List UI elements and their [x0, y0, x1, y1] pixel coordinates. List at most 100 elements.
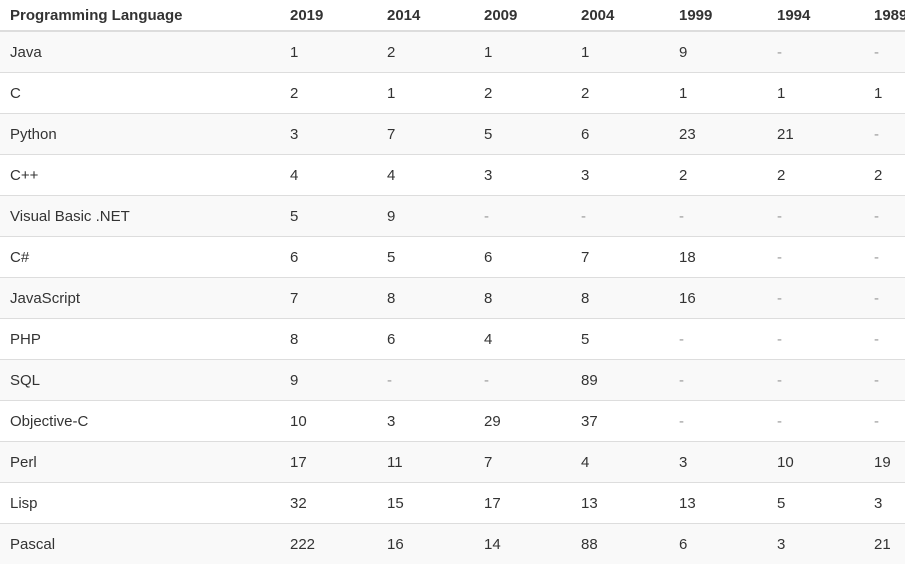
rank-cell: 9 [280, 359, 377, 401]
rank-cell: 5 [767, 482, 864, 524]
table-row: C# 6 5 6 7 18- - [0, 236, 905, 278]
rank-cell: 8 [474, 277, 571, 319]
language-cell: JavaScript [0, 277, 280, 319]
table-row: Pascal 222 16 14 88 6 3 21 [0, 523, 905, 564]
rank-cell: 1 [571, 30, 669, 73]
rank-cell: - [864, 277, 905, 319]
rank-cell: 2 [280, 72, 377, 114]
language-cell: SQL [0, 359, 280, 401]
rank-cell: 10 [280, 400, 377, 442]
rank-cell: 1 [669, 72, 767, 114]
rank-cell: 2 [767, 154, 864, 196]
table-body: Java 1 2 1 1 9- - C 2 1 2 2 1 1 1 Python 3 7 5 6 23 21- C++ 4 4 3… [0, 30, 905, 564]
rank-cell: - [571, 195, 669, 237]
table-row: Python 3 7 5 6 23 21- [0, 113, 905, 155]
rank-cell: 2 [377, 30, 474, 73]
rank-cell: - [767, 359, 864, 401]
rank-cell: 3 [571, 154, 669, 196]
rank-cell: 7 [280, 277, 377, 319]
rank-cell: - [864, 236, 905, 278]
header-cell: 1999 [669, 0, 767, 32]
language-cell: Lisp [0, 482, 280, 524]
rank-cell: 13 [571, 482, 669, 524]
rank-cell: 15 [377, 482, 474, 524]
rank-cell: - [864, 113, 905, 155]
rank-cell: - [864, 30, 905, 73]
table-row: SQL 9- -89- - - [0, 359, 905, 401]
language-cell: Perl [0, 441, 280, 483]
rank-cell: 21 [767, 113, 864, 155]
rank-cell: - [767, 318, 864, 360]
rank-cell: 3 [377, 400, 474, 442]
rank-cell: 2 [864, 154, 905, 196]
language-cell: PHP [0, 318, 280, 360]
rank-cell: - [474, 359, 571, 401]
header-cell: 2014 [377, 0, 474, 32]
rank-cell: 37 [571, 400, 669, 442]
rank-cell: 222 [280, 523, 377, 564]
rank-cell: 88 [571, 523, 669, 564]
rank-cell: - [767, 277, 864, 319]
rank-cell: 16 [377, 523, 474, 564]
header-cell: 2009 [474, 0, 571, 32]
rank-cell: 3 [280, 113, 377, 155]
rank-cell: - [767, 195, 864, 237]
header-cell: 1989 [864, 0, 905, 32]
rank-cell: 9 [669, 30, 767, 73]
header-cell: 2004 [571, 0, 669, 32]
rank-cell: 23 [669, 113, 767, 155]
language-cell: Java [0, 30, 280, 73]
rank-cell: 7 [474, 441, 571, 483]
rank-cell: - [864, 359, 905, 401]
rank-cell: 4 [571, 441, 669, 483]
language-cell: Pascal [0, 523, 280, 564]
rank-cell: 5 [377, 236, 474, 278]
rank-cell: 5 [571, 318, 669, 360]
rank-cell: - [767, 30, 864, 73]
rank-cell: 7 [571, 236, 669, 278]
rank-cell: 19 [864, 441, 905, 483]
language-cell: Objective-C [0, 400, 280, 442]
rank-cell: 18 [669, 236, 767, 278]
rank-cell: 5 [474, 113, 571, 155]
rank-cell: 16 [669, 277, 767, 319]
rank-cell: 17 [280, 441, 377, 483]
rank-cell: 6 [377, 318, 474, 360]
table-row: JavaScript 7 8 8 8 16- - [0, 277, 905, 319]
rank-cell: - [669, 400, 767, 442]
rank-cell: 2 [571, 72, 669, 114]
rank-cell: - [864, 400, 905, 442]
table-row: Lisp 32 15 17 13 13 5 3 [0, 482, 905, 524]
rank-cell: 6 [669, 523, 767, 564]
rank-cell: 7 [377, 113, 474, 155]
rank-cell: - [767, 400, 864, 442]
rank-cell: - [377, 359, 474, 401]
table-row: Perl 17 11 7 4 3 10 19 [0, 441, 905, 483]
rank-cell: 2 [669, 154, 767, 196]
rank-cell: 32 [280, 482, 377, 524]
rank-cell: 5 [280, 195, 377, 237]
header-cell: 2019 [280, 0, 377, 32]
rank-cell: 17 [474, 482, 571, 524]
rank-cell: - [767, 236, 864, 278]
rank-cell: 9 [377, 195, 474, 237]
language-cell: C++ [0, 154, 280, 196]
rank-cell: 2 [474, 72, 571, 114]
rank-cell: 14 [474, 523, 571, 564]
rank-cell: 8 [280, 318, 377, 360]
rank-cell: 8 [571, 277, 669, 319]
rank-cell: 8 [377, 277, 474, 319]
language-cell: Python [0, 113, 280, 155]
rank-cell: 3 [474, 154, 571, 196]
header-cell: 1994 [767, 0, 864, 32]
rank-cell: 21 [864, 523, 905, 564]
rank-cell: 4 [377, 154, 474, 196]
rank-cell: 1 [280, 30, 377, 73]
rank-cell: 6 [280, 236, 377, 278]
rank-cell: 3 [669, 441, 767, 483]
rank-cell: 4 [280, 154, 377, 196]
table-row: PHP 8 6 4 5- - - [0, 318, 905, 360]
